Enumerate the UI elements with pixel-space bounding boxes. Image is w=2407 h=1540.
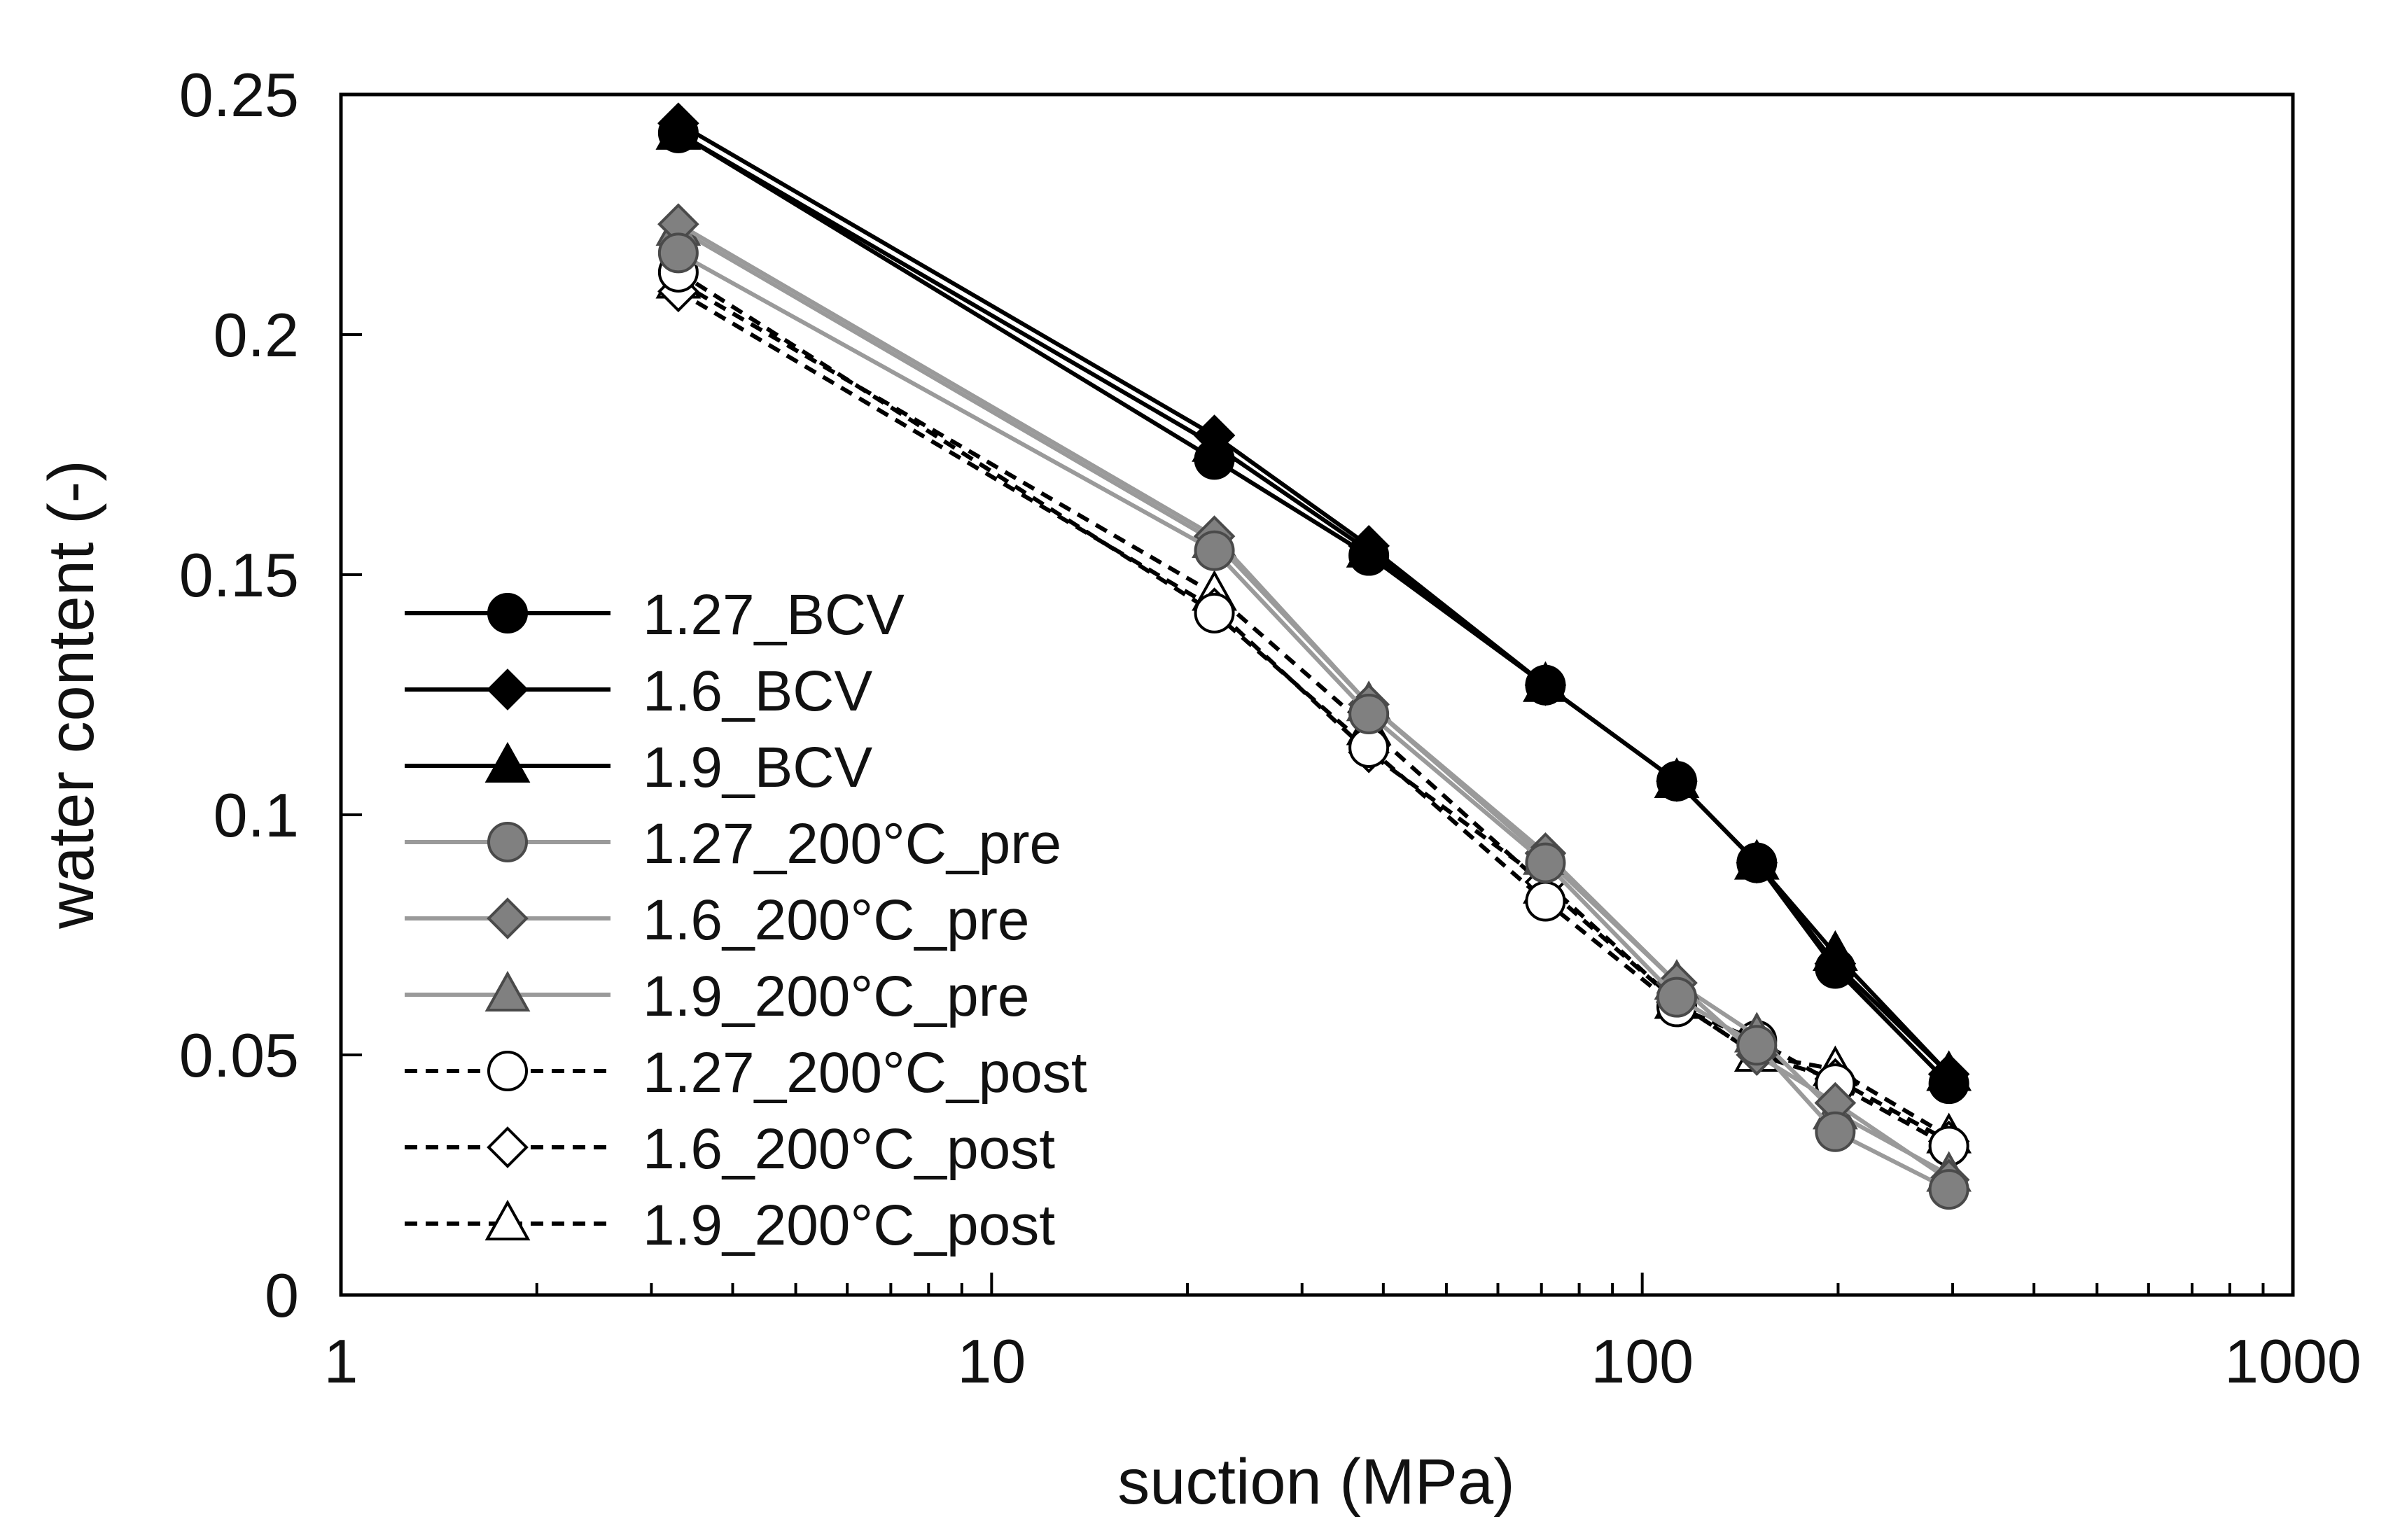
legend-label: 1.6_BCV [643,659,873,723]
x-tick-label: 1000 [2224,1326,2361,1396]
legend-marker [484,1199,531,1240]
legend-item-1-27-bcv: 1.27_BCV [405,583,905,647]
legend-item-1-6-200degc-post: 1.6_200°C_post [405,1117,1055,1181]
x-tick-label: 1 [324,1326,358,1396]
x-tick-label: 10 [957,1326,1026,1396]
data-point [1194,439,1235,480]
data-point [1736,842,1778,883]
data-point [1815,948,1856,989]
plot-frame [339,92,2295,1297]
legend-marker [487,822,528,862]
y-tick-label: 0.05 [179,1021,299,1090]
legend-label: 1.6_200°C_pre [643,888,1030,952]
legend-marker [487,897,529,939]
y-tick-label: 0 [265,1261,299,1330]
legend-label: 1.6_200°C_post [643,1117,1055,1181]
legend-item-1-27-200degc-pre: 1.27_200°C_pre [405,812,1061,876]
legend-item-1-6-bcv: 1.6_BCV [405,659,873,723]
legend-item-1-9-200degc-post: 1.9_200°C_post [405,1194,1055,1257]
legend: 1.27_BCV 1.6_BCV 1.9_BCV 1.27_200°C_pre 1.6_… [405,583,1087,1257]
data-point [657,232,699,274]
series-line-1-9-200degc-post [677,279,1951,1139]
legend-item-1-6-200degc-pre: 1.6_200°C_pre [405,888,1030,952]
legend-label: 1.27_200°C_post [643,1041,1087,1105]
legend-label: 1.9_200°C_pre [643,965,1030,1028]
data-point [1525,842,1566,883]
legend-item-1-9-200degc-pre: 1.9_200°C_pre [405,965,1030,1028]
data-point [1525,881,1566,922]
legend-marker [487,1126,529,1168]
legend-label: 1.9_BCV [643,736,873,799]
series-layer [655,102,1972,1210]
data-point [1348,727,1390,768]
data-point [1928,1169,1969,1210]
data-point [1656,760,1697,802]
data-point [1348,693,1390,734]
y-tick-label: 0.15 [179,540,299,610]
legend-marker [484,970,531,1011]
x-tick-label: 100 [1591,1326,1694,1396]
y-tick-label: 0.1 [214,780,299,850]
y-axis-label: water content (-) [36,460,107,930]
y-tick-label: 0.2 [214,300,299,370]
series-line-1-27-bcv [677,131,1951,1086]
legend-marker [487,1051,528,1091]
data-point [657,112,699,153]
legend-label: 1.27_200°C_pre [643,812,1061,876]
legend-marker [487,593,528,634]
series-1-27-200degc-pre [657,232,1969,1210]
data-point [1194,530,1235,571]
data-point [1348,535,1390,576]
data-point [1736,1025,1778,1066]
data-point [1194,592,1235,634]
data-point [1815,1111,1856,1152]
legend-marker [484,741,531,783]
series-line-1-6-200degc-pre [677,222,1951,1182]
legend-marker [487,668,529,710]
data-point [1928,1063,1969,1105]
y-tick-label: 0.25 [179,60,299,130]
legend-label: 1.27_BCV [643,583,905,647]
data-point [1656,976,1697,1018]
axes-layer: 1 10 100 1000 0 0.05 0.1 0.15 0.2 0.25 [179,60,2361,1396]
data-point [1525,664,1566,706]
x-axis-label: suction (MPa) [1117,1446,1515,1518]
legend-label: 1.9_200°C_post [643,1194,1055,1257]
series-1-27-bcv [657,112,1969,1105]
legend-item-1-27-200degc-post: 1.27_200°C_post [405,1041,1087,1105]
series-line-1-27-200degc-post [677,270,1951,1148]
legend-item-1-9-bcv: 1.9_BCV [405,736,873,799]
